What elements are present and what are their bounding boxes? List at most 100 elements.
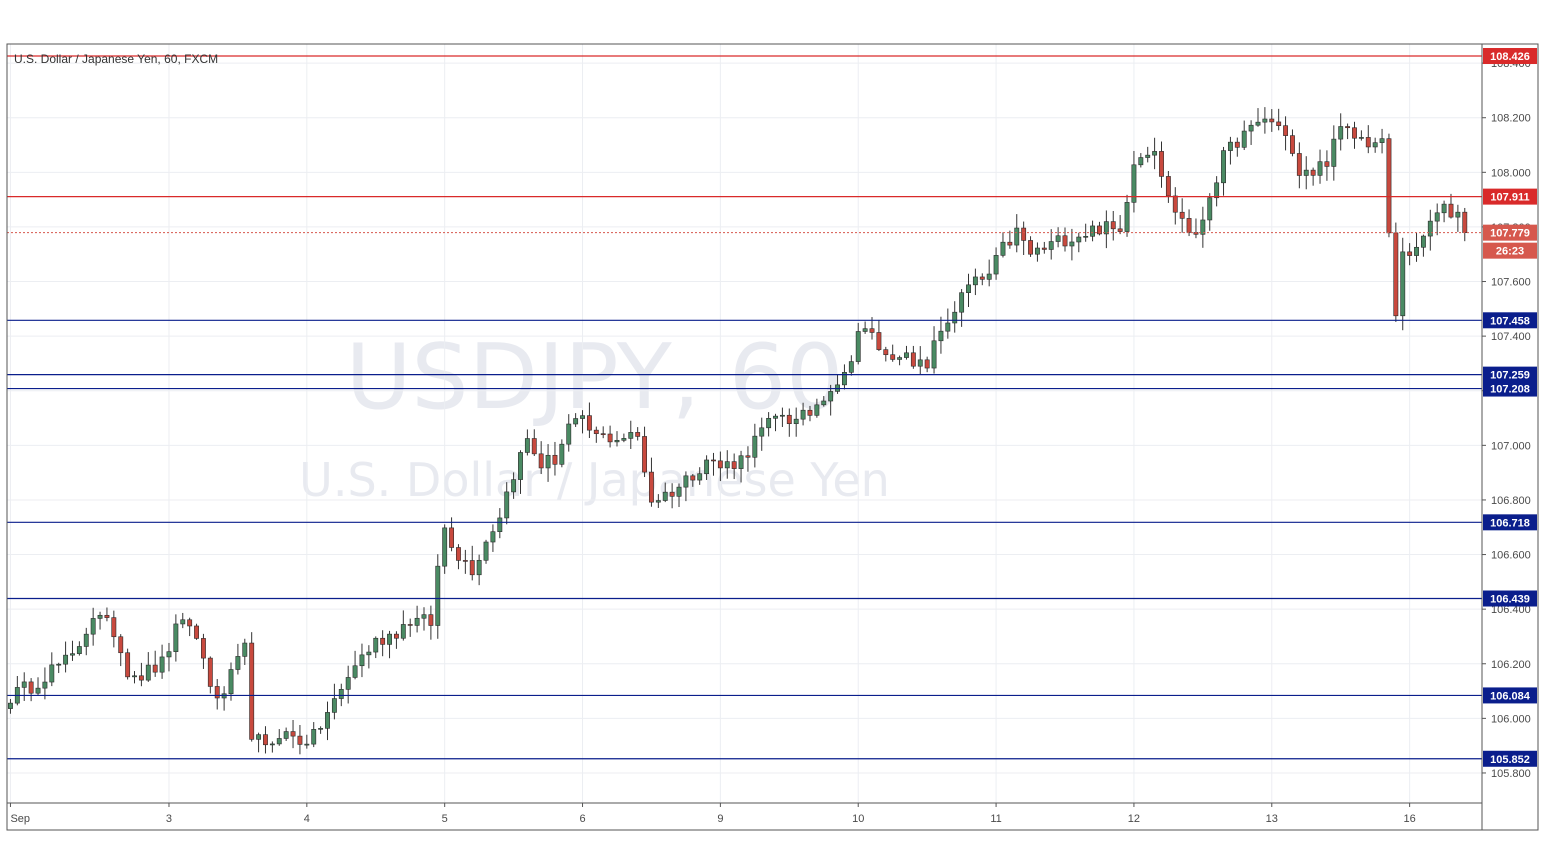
candle-body <box>97 614 103 619</box>
candle-body <box>325 712 330 729</box>
price-tick-label: 108.000 <box>1491 167 1531 179</box>
price-tick-label: 107.600 <box>1491 277 1531 289</box>
candle-body <box>1448 203 1454 218</box>
candle-body <box>704 459 710 475</box>
candle-body <box>1159 151 1164 177</box>
candle-body <box>1090 225 1096 237</box>
candle-body <box>807 409 813 416</box>
candle-body <box>1400 251 1406 317</box>
support-price-tag-bg <box>1483 514 1537 531</box>
candle-body <box>1462 211 1468 233</box>
candle-body <box>697 473 703 481</box>
time-tick-label: 3 <box>166 813 172 825</box>
candle-body <box>786 414 792 425</box>
candle-body <box>552 454 558 465</box>
candle-body <box>531 438 537 455</box>
candle-body <box>1345 126 1351 129</box>
candle-body <box>931 340 937 369</box>
candle-body <box>1310 169 1316 176</box>
candle-body <box>738 455 744 469</box>
resistance-price-tag-bg <box>1483 48 1537 65</box>
candle-body <box>890 354 896 360</box>
candle-body <box>1407 251 1413 256</box>
candle-body <box>1179 211 1185 219</box>
time-tick-label: 4 <box>304 813 310 825</box>
candle-body <box>483 541 489 561</box>
candle-body <box>1131 164 1137 203</box>
candle-body <box>104 614 110 618</box>
candle-body <box>1214 182 1220 199</box>
candle-body <box>201 638 206 659</box>
candle-body <box>311 729 317 745</box>
candle-body <box>63 654 69 665</box>
candle-body <box>1303 169 1309 176</box>
candle-body <box>428 614 434 626</box>
price-tick-label: 107.000 <box>1491 440 1531 452</box>
candle-body <box>600 433 606 435</box>
candle-body <box>235 656 241 670</box>
price-tick-label: 106.600 <box>1491 550 1531 562</box>
candle-body <box>373 637 379 653</box>
candle-body <box>207 657 213 687</box>
candle-body <box>180 619 186 625</box>
candle-body <box>717 460 723 469</box>
resistance-price-tag: 108.426 <box>1490 51 1530 63</box>
candle-body <box>1034 247 1040 255</box>
candle-body <box>35 687 41 694</box>
support-price-tag-bg <box>1483 750 1537 767</box>
candle-body <box>283 731 289 739</box>
time-tick-label: 16 <box>1404 813 1416 825</box>
candle-body <box>469 560 475 576</box>
candle-body <box>400 624 406 639</box>
time-tick-label: 13 <box>1266 813 1278 825</box>
candle-body <box>773 415 778 419</box>
candle-body <box>1358 137 1364 139</box>
candle-body <box>938 330 944 342</box>
candle-body <box>1255 121 1261 126</box>
candle-body <box>1186 218 1192 233</box>
candle-body <box>1290 135 1295 154</box>
candle-body <box>1372 142 1378 148</box>
candle-body <box>972 276 978 286</box>
candle-body <box>1393 232 1399 317</box>
candle-body <box>269 743 275 746</box>
candle-body <box>1283 125 1288 136</box>
candle-body <box>1338 126 1344 140</box>
candle-body <box>435 565 441 626</box>
price-tick-label: 106.200 <box>1491 659 1531 671</box>
candle-body <box>1083 235 1089 238</box>
candle-body <box>904 352 909 358</box>
candle-body <box>1110 221 1116 230</box>
support-price-tag-bg <box>1483 687 1537 704</box>
candle-body <box>387 633 392 645</box>
candle-body <box>683 475 689 488</box>
candle-body <box>1434 212 1440 222</box>
time-tick-label: 9 <box>717 813 723 825</box>
price-tick-label: 105.800 <box>1491 768 1531 780</box>
candle-body <box>490 531 496 543</box>
candle-body <box>111 617 117 638</box>
candle-body <box>70 653 75 656</box>
candle-body <box>607 433 613 443</box>
candle-body <box>862 328 868 332</box>
candle-body <box>655 500 661 503</box>
price-tick-label: 107.400 <box>1491 331 1531 343</box>
candle-body <box>90 618 96 635</box>
candle-body <box>566 423 572 445</box>
candle-body <box>297 735 303 745</box>
candle-body <box>731 461 737 469</box>
candle-body <box>462 560 468 562</box>
support-price-tag-bg <box>1483 366 1537 383</box>
candle-body <box>352 665 358 678</box>
candle-body <box>194 625 199 639</box>
candle-body <box>145 664 151 681</box>
candle-body <box>1414 246 1419 256</box>
watermark-description: U.S. Dollar / Japanese Yen <box>299 453 890 507</box>
candle-body <box>138 675 144 681</box>
candle-body <box>828 391 834 402</box>
candle-body <box>256 734 262 740</box>
candle-body <box>690 475 696 481</box>
price-tags: 108.426 107.911 107.458 107.259 107.208 106.7… <box>1483 48 1537 767</box>
candle-body <box>621 438 627 441</box>
